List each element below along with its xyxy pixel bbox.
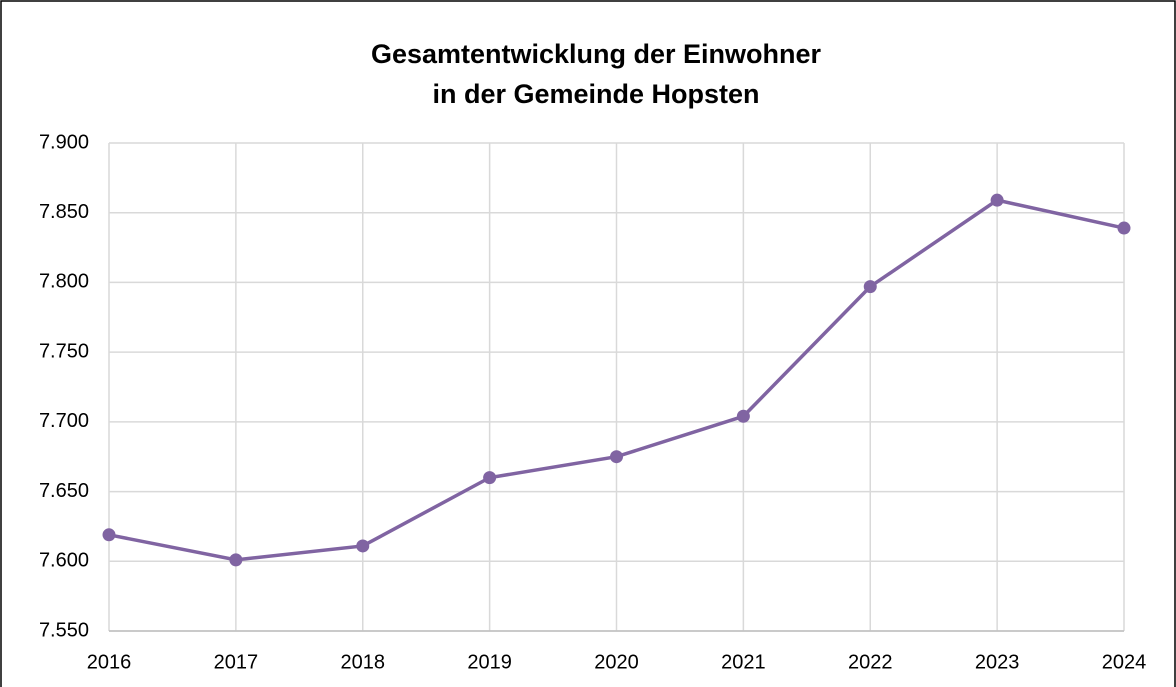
data-point [102,528,116,542]
x-tick-label: 2022 [848,651,893,673]
x-tick-label: 2019 [467,651,512,673]
x-tick-label: 2018 [341,651,386,673]
y-tick-label: 7.600 [39,550,89,572]
y-tick-label: 7.900 [39,131,89,153]
x-tick-label: 2021 [721,651,766,673]
data-point [610,450,623,464]
data-point [736,409,750,423]
y-tick-label: 7.850 [39,201,89,223]
data-point [863,280,877,294]
chart-title: in der Gemeinde Hopsten [432,79,759,109]
y-tick-label: 7.750 [39,340,89,362]
y-tick-label: 7.550 [39,619,89,641]
x-tick-label: 2020 [594,651,639,673]
data-point [990,193,1004,207]
y-tick-label: 7.700 [39,410,89,432]
x-tick-label: 2023 [975,651,1020,673]
x-tick-label: 2017 [214,651,259,673]
x-tick-label: 2024 [1102,651,1147,673]
chart-title: Gesamtentwicklung der Einwohner [371,39,822,69]
data-point [229,553,243,567]
data-point [356,539,370,553]
y-tick-label: 7.800 [39,271,89,293]
data-point [1117,221,1131,235]
y-tick-label: 7.650 [39,480,89,502]
data-point [483,471,497,485]
x-tick-label: 2016 [87,651,132,673]
